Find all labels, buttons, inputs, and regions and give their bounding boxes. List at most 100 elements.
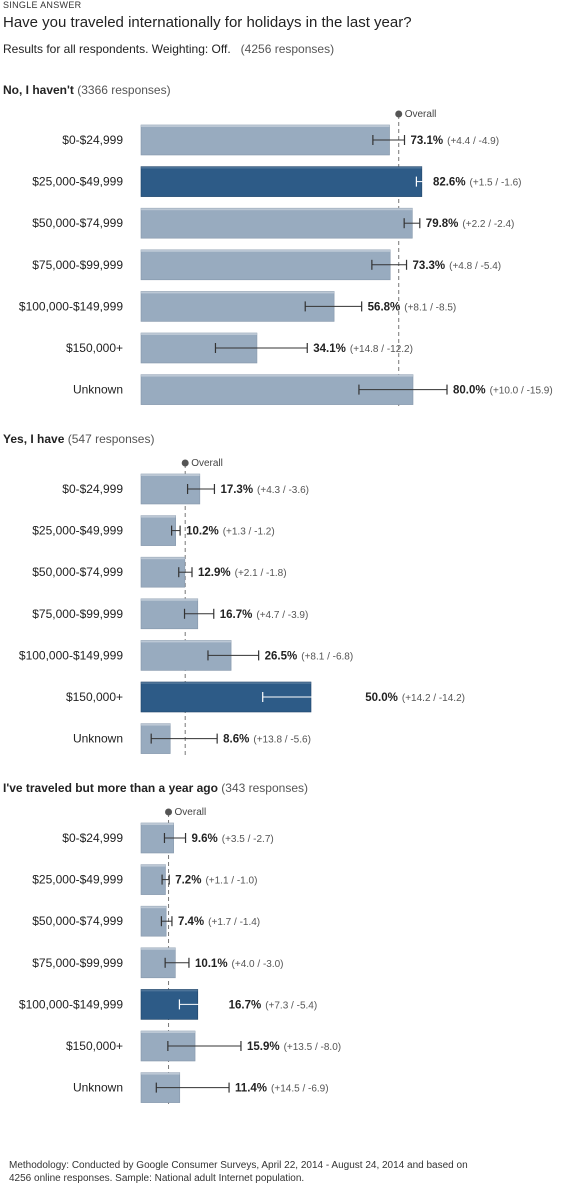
ci-label: (+10.0 / -15.9)	[490, 386, 553, 397]
ci-label: (+4.7 / -3.9)	[256, 610, 308, 621]
ci-label: (+4.0 / -3.0)	[232, 959, 284, 970]
ci-label: (+1.3 / -1.2)	[223, 527, 275, 538]
bar-highlight	[141, 515, 176, 518]
category-label: $100,000-$149,999	[19, 997, 123, 1011]
group-responses: (547 responses)	[67, 432, 155, 446]
value-label: 12.9%	[198, 567, 231, 579]
chart-group-2: Overall $0-$24,999 9.6% (+3.5 / -2.7) $25,00…	[19, 807, 341, 1107]
category-label: Unknown	[73, 1081, 123, 1095]
category-label: Unknown	[73, 732, 123, 746]
ci-label: (+14.8 / -12.2)	[350, 344, 413, 355]
value-label: 17.3%	[220, 484, 253, 496]
bar-highlight	[141, 640, 232, 643]
bar-highlight	[141, 208, 413, 211]
ci-label: (+13.8 / -5.6)	[253, 735, 311, 746]
ci-label: (+8.1 / -8.5)	[404, 302, 456, 313]
value-label: 50.0%	[365, 692, 398, 704]
value-label: 26.5%	[265, 650, 298, 662]
bar-highlight	[141, 823, 174, 825]
methodology-footer: Methodology: Conducted by Google Consume…	[9, 1159, 529, 1185]
value-label: 8.6%	[223, 734, 249, 746]
value-label: 73.3%	[413, 260, 446, 272]
results-subtitle: Results for all respondents. Weighting: …	[3, 42, 334, 56]
bar-highlight	[141, 989, 198, 992]
group-responses: (343 responses)	[221, 781, 308, 795]
group-title-label: I've traveled but more than a year ago	[3, 781, 218, 795]
group-responses: (3366 responses)	[77, 83, 171, 97]
bar	[140, 166, 423, 197]
ci-label: (+1.1 / -1.0)	[205, 876, 257, 887]
category-label: $150,000+	[66, 341, 123, 355]
category-label: $0-$24,999	[62, 831, 123, 845]
overall-label: Overall	[191, 458, 223, 469]
bar	[140, 864, 166, 895]
group-title-earlier: I've traveled but more than a year ago (…	[3, 781, 308, 795]
category-label: $100,000-$149,999	[19, 648, 123, 662]
overall-dot	[165, 808, 173, 816]
ci-label: (+1.7 / -1.4)	[208, 917, 260, 928]
bar-highlight	[141, 291, 335, 294]
methodology-line-2: 4256 online responses. Sample: National …	[9, 1173, 305, 1184]
kicker-label: SINGLE ANSWER	[3, 0, 82, 10]
bar-highlight	[141, 906, 167, 909]
group-title-yes: Yes, I have (547 responses)	[3, 432, 154, 446]
ci-label: (+4.4 / -4.9)	[447, 136, 499, 147]
category-label: Unknown	[73, 383, 123, 397]
ci-label: (+2.2 / -2.4)	[462, 219, 514, 230]
ci-label: (+1.5 / -1.6)	[470, 178, 522, 189]
bar	[140, 947, 176, 979]
bar	[140, 556, 186, 588]
group-title-label: No, I haven't	[3, 83, 74, 97]
category-label: $150,000+	[66, 1039, 123, 1053]
ci-label: (+3.5 / -2.7)	[222, 834, 274, 845]
bar-highlight	[141, 333, 257, 335]
value-label: 73.1%	[411, 135, 444, 147]
question-title: Have you traveled internationally for ho…	[3, 14, 412, 31]
chart-group-1: Overall $0-$24,999 17.3% (+4.3 / -3.6) $25,0…	[19, 458, 465, 758]
category-label: $25,000-$49,999	[32, 524, 123, 538]
ci-label: (+2.1 / -1.8)	[235, 568, 287, 579]
ci-label: (+14.5 / -6.9)	[271, 1084, 329, 1095]
value-label: 10.1%	[195, 958, 228, 970]
value-label: 7.2%	[175, 875, 201, 887]
value-label: 34.1%	[313, 343, 346, 355]
bar-highlight	[141, 557, 185, 560]
category-label: $150,000+	[66, 690, 123, 704]
bar-highlight	[141, 1031, 196, 1033]
total-responses: (4256 responses)	[240, 42, 335, 56]
ci-label: (+4.3 / -3.6)	[257, 485, 309, 496]
value-label: 7.4%	[178, 916, 204, 928]
group-title-no: No, I haven't (3366 responses)	[3, 83, 171, 97]
bar	[140, 249, 391, 281]
value-label: 11.4%	[235, 1083, 267, 1095]
ci-label: (+4.8 / -5.4)	[449, 261, 501, 272]
bar-highlight	[141, 598, 198, 601]
bar	[140, 515, 176, 546]
weighting-note: Results for all respondents. Weighting: …	[3, 42, 231, 56]
bar	[140, 207, 413, 239]
ci-label: (+8.1 / -6.8)	[301, 651, 353, 662]
bar-highlight	[141, 374, 413, 377]
category-label: $100,000-$149,999	[19, 299, 123, 313]
category-label: $50,000-$74,999	[32, 914, 123, 928]
bar-highlight	[141, 947, 176, 950]
category-label: $50,000-$74,999	[32, 565, 123, 579]
value-label: 80.0%	[453, 385, 486, 397]
chart-group-0: Overall $0-$24,999 73.1% (+4.4 / -4.9) $25,0…	[19, 109, 553, 409]
category-label: $75,000-$99,999	[32, 607, 123, 621]
bar-highlight	[141, 723, 171, 726]
value-label: 9.6%	[192, 833, 218, 845]
category-label: $50,000-$74,999	[32, 216, 123, 230]
bar-highlight	[141, 864, 166, 867]
overall-dot	[181, 459, 189, 467]
value-label: 15.9%	[247, 1041, 280, 1053]
overall-dot	[395, 110, 403, 118]
overall-label: Overall	[175, 807, 207, 818]
category-label: $75,000-$99,999	[32, 956, 123, 970]
bar-highlight	[141, 249, 391, 252]
value-label: 10.2%	[186, 526, 219, 538]
overall-label: Overall	[405, 109, 437, 120]
category-label: $25,000-$49,999	[32, 873, 123, 887]
category-label: $0-$24,999	[62, 133, 123, 147]
bar-highlight	[141, 1072, 180, 1075]
